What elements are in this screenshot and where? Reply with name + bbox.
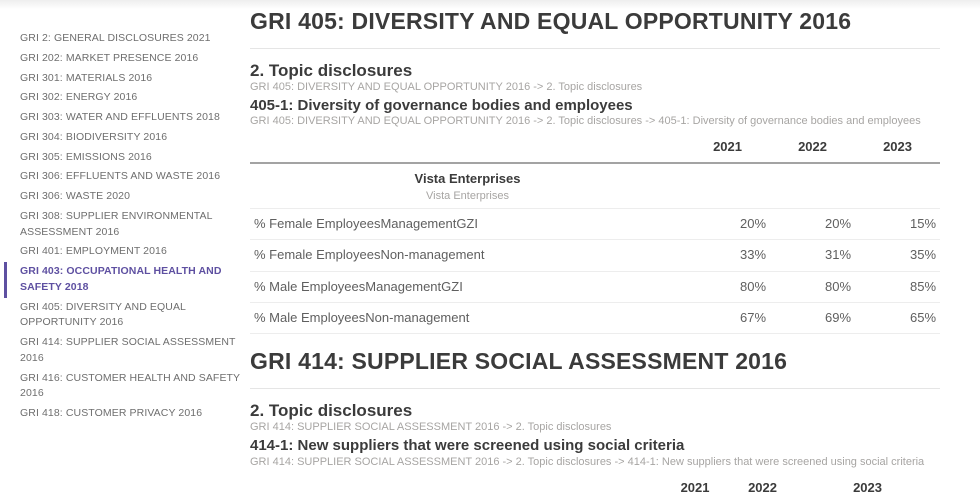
- row-metric-label: % Male EmployeesManagementGZI: [250, 271, 686, 304]
- sidebar-item-gri-305-emissions-2016[interactable]: GRI 305: EMISSIONS 2016: [20, 150, 152, 163]
- sidebar-item-gri-418-customer-privacy-2016[interactable]: GRI 418: CUSTOMER PRIVACY 2016: [20, 407, 203, 419]
- page-title: GRI 414: SUPPLIER SOCIAL ASSESSMENT 2016: [250, 348, 941, 389]
- sidebar-item-gri-306-effluents-and-waste-2016[interactable]: GRI 306: EFFLUENTS AND WASTE 2016: [20, 170, 221, 183]
- row-value: 20%: [685, 208, 771, 241]
- disclosure-table-405-1: 2021 2022 2023 Vista Enterprises Vista E…: [250, 133, 941, 335]
- breadcrumb: GRI 405: DIVERSITY AND EQUAL OPPORTUNITY…: [250, 115, 921, 128]
- breadcrumb: GRI 405: DIVERSITY AND EQUAL OPPORTUNITY…: [250, 81, 643, 94]
- disclosure-table-414-1: 2021 2022 2023: [250, 474, 940, 499]
- row-metric-label: % Female EmployeesManagementGZI: [250, 208, 686, 241]
- sidebar-item-gri-302-energy-2016[interactable]: GRI 302: ENERGY 2016: [20, 91, 138, 104]
- year-column-header: 2023: [853, 479, 882, 495]
- sidebar-item-gri-416-customer-health-and-safety-2016[interactable]: GRI 416: CUSTOMER HEALTH AND SAFETY 2016: [20, 371, 241, 400]
- subsection-title: 2. Topic disclosures: [250, 60, 413, 80]
- table-row: % Male EmployeesManagementGZI 80% 80% 85%: [250, 271, 941, 304]
- row-value: 67%: [685, 302, 771, 335]
- row-value: 65%: [855, 302, 941, 335]
- row-value: 80%: [770, 271, 856, 304]
- disclosure-title: 414-1: New suppliers that were screened …: [250, 437, 685, 455]
- row-metric-label: % Female EmployeesNon-management: [250, 239, 686, 272]
- sidebar-item-gri-304-biodiversity-2016[interactable]: GRI 304: BIODIVERSITY 2016: [20, 130, 168, 143]
- section-gri-405: GRI 405: DIVERSITY AND EQUAL OPPORTUNITY…: [250, 8, 941, 335]
- sidebar-item-gri-405-diversity-and-equal-opportunity-2016[interactable]: GRI 405: DIVERSITY AND EQUAL OPPORTUNITY…: [20, 300, 186, 329]
- entity-group-row: Vista Enterprises Vista Enterprises: [250, 163, 941, 210]
- entity-group-cell: Vista Enterprises Vista Enterprises: [250, 163, 686, 210]
- entity-subtitle: Vista Enterprises: [426, 189, 509, 202]
- year-column-header: 2022: [770, 133, 856, 165]
- row-value: 31%: [770, 239, 856, 272]
- table-row: % Female EmployeesNon-management 33% 31% 35…: [250, 239, 941, 272]
- year-column-header: 2022: [748, 479, 777, 495]
- main-content: GRI 405: DIVERSITY AND EQUAL OPPORTUNITY…: [250, 0, 980, 499]
- breadcrumb: GRI 414: SUPPLIER SOCIAL ASSESSMENT 2016…: [250, 455, 925, 468]
- sidebar-item-gri-403-occupational-health-and-safety-2018[interactable]: GRI 403: OCCUPATIONAL HEALTH AND SAFETY …: [4, 262, 250, 298]
- table-row: % Female EmployeesManagementGZI 20% 20% 15%: [250, 208, 941, 241]
- disclosure-title: 405-1: Diversity of governance bodies an…: [250, 97, 633, 115]
- sidebar-item-gri-202-market-presence-2016[interactable]: GRI 202: MARKET PRESENCE 2016: [20, 51, 199, 64]
- table-header-row: 2021 2022 2023: [250, 133, 941, 165]
- subsection-title: 2. Topic disclosures: [250, 400, 413, 420]
- row-value: 69%: [770, 302, 856, 335]
- row-value: 20%: [770, 208, 856, 241]
- sidebar: GRI 2: GENERAL DISCLOSURES 2021 GRI 202: …: [0, 0, 250, 444]
- metric-column-header: [250, 474, 660, 499]
- sidebar-item-gri-2-general-disclosures-2021[interactable]: GRI 2: GENERAL DISCLOSURES 2021: [20, 32, 211, 44]
- row-value: 85%: [855, 271, 941, 304]
- row-value: 15%: [855, 208, 941, 241]
- sidebar-item-gri-306-waste-2020[interactable]: GRI 306: WASTE 2020: [20, 190, 131, 202]
- breadcrumb: GRI 414: SUPPLIER SOCIAL ASSESSMENT 2016…: [250, 421, 612, 434]
- row-value: 35%: [855, 239, 941, 272]
- entity-name: Vista Enterprises: [414, 171, 521, 187]
- sidebar-item-gri-301-materials-2016[interactable]: GRI 301: MATERIALS 2016: [20, 71, 153, 84]
- row-value: 33%: [685, 239, 771, 272]
- year-column-header: 2021: [685, 133, 771, 165]
- table-header-row: 2021 2022 2023: [250, 474, 940, 499]
- sidebar-item-gri-414-supplier-social-assessment-2016[interactable]: GRI 414: SUPPLIER SOCIAL ASSESSMENT 2016: [20, 336, 236, 364]
- row-metric-label: % Male EmployeesNon-management: [250, 302, 686, 335]
- metric-column-header: [250, 133, 686, 165]
- row-value: 80%: [685, 271, 771, 304]
- sidebar-item-gri-303-water-and-effluents-2018[interactable]: GRI 303: WATER AND EFFLUENTS 2018: [20, 111, 220, 123]
- sidebar-item-gri-308-supplier-environmental-assessment-2016[interactable]: GRI 308: SUPPLIER ENVIRONMENTAL ASSESSME…: [20, 209, 213, 238]
- year-column-header: 2021: [680, 479, 710, 495]
- table-row: % Male EmployeesNon-management 67% 69% 65%: [250, 302, 941, 335]
- sidebar-item-gri-401-employment-2016[interactable]: GRI 401: EMPLOYMENT 2016: [20, 245, 167, 258]
- year-column-header: 2023: [855, 133, 941, 165]
- section-gri-414: GRI 414: SUPPLIER SOCIAL ASSESSMENT 2016…: [250, 348, 941, 499]
- page-title: GRI 405: DIVERSITY AND EQUAL OPPORTUNITY…: [250, 8, 941, 49]
